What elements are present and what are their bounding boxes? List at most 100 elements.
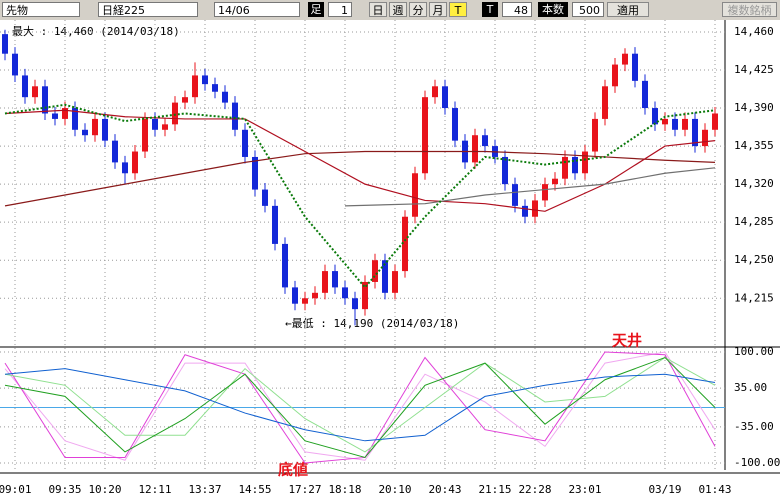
x-tick-label: 22:28	[518, 483, 551, 496]
candle-body	[452, 108, 458, 141]
candle-body	[272, 205, 278, 244]
candle-body	[382, 260, 388, 293]
candle-body	[682, 118, 688, 130]
contract-select[interactable]: 14/06	[214, 2, 300, 17]
candle-body	[482, 135, 488, 147]
y-tick-label: 14,285	[734, 215, 774, 228]
y-tick-label: 14,355	[734, 139, 774, 152]
day-button[interactable]: 日	[369, 2, 387, 17]
indicator-line	[4, 356, 716, 453]
candle-body	[612, 64, 618, 87]
candle-body	[22, 75, 28, 98]
candle-body	[352, 298, 358, 310]
candle-body	[262, 189, 268, 206]
candle-body	[182, 97, 188, 103]
x-tick-label: 09:35	[48, 483, 81, 496]
bar-label: 足	[308, 2, 324, 17]
indicator-line	[4, 351, 716, 461]
candle-body	[672, 118, 678, 130]
x-tick-label: 20:43	[428, 483, 461, 496]
indicator-line	[344, 167, 716, 207]
candle-body	[432, 86, 438, 98]
candle-body	[282, 243, 288, 288]
t-value[interactable]: 48	[502, 2, 532, 17]
candle-body	[392, 271, 398, 293]
candle-body	[292, 287, 298, 304]
count-label: 本数	[538, 2, 568, 17]
candle-body	[342, 287, 348, 299]
x-tick-label: 20:10	[378, 483, 411, 496]
background	[0, 20, 780, 500]
t-label: T	[482, 2, 498, 17]
candle-body	[502, 156, 508, 185]
candle-body	[552, 178, 558, 185]
x-tick-label: 03/19	[648, 483, 681, 496]
candle-body	[32, 86, 38, 98]
indicator-line	[4, 103, 716, 289]
candle-body	[222, 91, 228, 103]
candle-body	[42, 86, 48, 114]
y-tick-label: 14,425	[734, 63, 774, 76]
candle-body	[2, 34, 8, 54]
y-tick-label: -35.00	[734, 420, 774, 433]
candle-body	[362, 281, 368, 310]
y-tick-label: 14,250	[734, 253, 774, 266]
x-tick-label: 10:20	[88, 483, 121, 496]
t-button[interactable]: T	[449, 2, 467, 17]
y-tick-label: 14,215	[734, 291, 774, 304]
y-tick-label: 100.00	[734, 345, 774, 358]
multi-button[interactable]: 複数銘柄	[722, 2, 777, 17]
y-tick-label: 14,460	[734, 25, 774, 38]
candle-body	[122, 162, 128, 174]
candle-body	[72, 108, 78, 130]
candle-body	[572, 156, 578, 174]
y-tick-label: 14,320	[734, 177, 774, 190]
chart: 最大 : 14,460 (2014/03/18) ←最低 : 14,190 (2…	[0, 20, 780, 500]
candle-body	[212, 84, 218, 92]
candle-body	[142, 118, 148, 152]
candle-body	[532, 200, 538, 217]
candle-body	[302, 298, 308, 304]
candle-body	[132, 151, 138, 174]
x-tick-label: 09:01	[0, 483, 32, 496]
count-value[interactable]: 500	[572, 2, 604, 17]
month-button[interactable]: 月	[429, 2, 447, 17]
candle-body	[412, 173, 418, 217]
candle-body	[202, 75, 208, 85]
bottom-annotation: 底値	[278, 461, 308, 479]
index-select[interactable]: 日経225	[98, 2, 198, 17]
candle-body	[442, 86, 448, 109]
candle-body	[92, 118, 98, 136]
candle-body	[662, 118, 668, 125]
candle-body	[562, 156, 568, 179]
x-tick-label: 21:15	[478, 483, 511, 496]
x-tick-label: 13:37	[188, 483, 221, 496]
max-annotation: 最大 : 14,460 (2014/03/18)	[12, 24, 180, 38]
x-tick-label: 14:55	[238, 483, 271, 496]
candle-body	[422, 97, 428, 174]
candle-body	[232, 102, 238, 130]
x-tick-label: 18:18	[328, 483, 361, 496]
candle-body	[542, 184, 548, 201]
candle-body	[12, 53, 18, 76]
candle-body	[402, 216, 408, 272]
x-tick-label: 17:27	[288, 483, 321, 496]
market-select[interactable]: 先物	[2, 2, 80, 17]
candle-body	[152, 118, 158, 130]
candle-body	[522, 205, 528, 217]
x-tick-label: 12:11	[138, 483, 171, 496]
bar-count[interactable]: 1	[328, 2, 352, 17]
candle-body	[472, 135, 478, 163]
candle-body	[602, 86, 608, 119]
apply-button[interactable]: 適用	[607, 2, 649, 17]
x-tick-label: 01:43	[698, 483, 731, 496]
candle-body	[652, 108, 658, 125]
candle-body	[112, 140, 118, 163]
candle-body	[332, 271, 338, 288]
week-button[interactable]: 週	[389, 2, 407, 17]
candle-body	[312, 292, 318, 299]
candle-body	[242, 129, 248, 157]
min-annotation: ←最低 : 14,190 (2014/03/18)	[285, 317, 459, 330]
minute-button[interactable]: 分	[409, 2, 427, 17]
